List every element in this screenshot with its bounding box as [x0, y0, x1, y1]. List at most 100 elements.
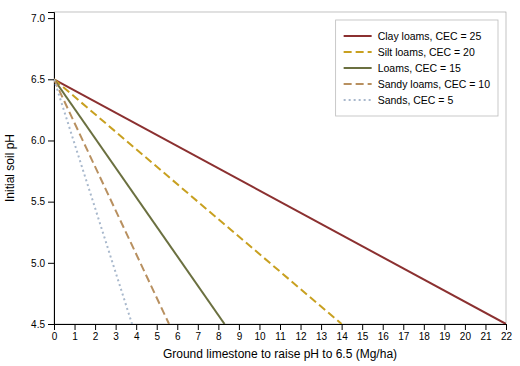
tick: 2: [93, 324, 99, 342]
tick-mark: [506, 324, 507, 330]
tick-mark: [198, 324, 199, 330]
tick-label: 17: [398, 331, 410, 342]
tick-mark: [301, 324, 302, 330]
tick-label: 9: [237, 331, 243, 342]
tick-label: 20: [460, 331, 472, 342]
tick: 5.0: [31, 258, 54, 269]
tick: 0: [52, 324, 58, 342]
legend-label: Sandy loams, CEC = 10: [378, 78, 491, 90]
legend-item: Clay loams, CEC = 25: [344, 30, 482, 42]
tick-label: 12: [295, 331, 307, 342]
tick-label: 14: [337, 331, 349, 342]
axis-line: [55, 325, 507, 331]
legend-box: [336, 20, 498, 116]
tick-label: 13: [316, 331, 328, 342]
legend-swatch: [344, 51, 372, 53]
tick-label: 6: [175, 331, 181, 342]
tick-mark: [48, 18, 54, 19]
series-line: [54, 79, 225, 324]
tick-label: 1: [72, 331, 78, 342]
tick-label: 6.5: [31, 74, 45, 85]
tick-label: 5.5: [31, 196, 45, 207]
tick-mark: [48, 202, 54, 203]
tick-mark: [48, 324, 54, 325]
tick-mark: [362, 324, 363, 330]
plot-frame: [54, 12, 506, 324]
y-axis-title: Initial soil pH: [3, 134, 17, 202]
legend-swatch: [344, 99, 372, 101]
legend-label: Loams, CEC = 15: [378, 62, 461, 74]
tick: 6: [175, 324, 181, 342]
tick-label: 15: [357, 331, 369, 342]
tick-label: 4.5: [31, 319, 45, 330]
tick-mark: [383, 324, 384, 330]
series-line: [54, 79, 342, 324]
tick: 12: [295, 324, 307, 342]
tick-label: 18: [419, 331, 431, 342]
tick: 16: [378, 324, 390, 342]
tick-mark: [342, 324, 343, 330]
legend-swatch: [344, 83, 372, 85]
legend-item: Silt loams, CEC = 20: [344, 46, 475, 58]
tick-mark: [116, 324, 117, 330]
tick-mark: [321, 324, 322, 330]
tick-mark: [218, 324, 219, 330]
tick-label: 3: [113, 331, 119, 342]
tick: 6.5: [31, 74, 54, 85]
tick: 19: [439, 324, 451, 342]
series-line: [54, 79, 169, 324]
tick: 17: [398, 324, 410, 342]
tick: 13: [316, 324, 328, 342]
tick-mark: [465, 324, 466, 330]
tick-label: 10: [254, 331, 266, 342]
tick-mark: [444, 324, 445, 330]
tick-label: 16: [378, 331, 390, 342]
tick-mark: [95, 324, 96, 330]
tick: 22: [501, 324, 513, 342]
tick-mark: [259, 324, 260, 330]
chart: 0123456789101112131415161718192021224.55…: [0, 0, 520, 366]
tick-label: 7.0: [31, 13, 45, 24]
tick: 5: [154, 324, 160, 342]
tick-label: 5: [154, 331, 160, 342]
tick: 5.5: [31, 196, 54, 207]
tick: 10: [254, 324, 266, 342]
tick: 6.0: [31, 135, 54, 146]
tick-mark: [48, 79, 54, 80]
legend-label: Silt loams, CEC = 20: [378, 46, 475, 58]
tick: 11: [275, 324, 286, 342]
tick-mark: [157, 324, 158, 330]
tick-label: 19: [439, 331, 451, 342]
tick-label: 2: [93, 331, 99, 342]
tick-label: 4: [134, 331, 140, 342]
legend-item: Sands, CEC = 5: [344, 94, 454, 106]
series-line: [54, 79, 132, 324]
legend-item: Sandy loams, CEC = 10: [344, 78, 491, 90]
tick-label: 6.0: [31, 135, 45, 146]
tick: 7.0: [31, 13, 54, 24]
legend-swatch: [344, 35, 372, 37]
tick-label: 7: [196, 331, 202, 342]
tick-label: 22: [501, 331, 513, 342]
tick: 8: [216, 324, 222, 342]
tick-label: 0: [52, 331, 58, 342]
tick: 7: [196, 324, 202, 342]
tick-mark: [136, 324, 137, 330]
tick: 9: [237, 324, 243, 342]
tick-label: 11: [275, 331, 286, 342]
tick-mark: [75, 324, 76, 330]
tick-label: 5.0: [31, 258, 45, 269]
tick: 14: [337, 324, 349, 342]
legend-swatch: [344, 67, 372, 69]
axis-line: [48, 13, 55, 325]
legend: Clay loams, CEC = 25 Silt loams, CEC = 20…: [336, 20, 498, 116]
tick-mark: [239, 324, 240, 330]
legend-label: Sands, CEC = 5: [378, 94, 454, 106]
tick: 4: [134, 324, 140, 342]
legend-label: Clay loams, CEC = 25: [378, 30, 482, 42]
tick-mark: [48, 263, 54, 264]
tick: 18: [419, 324, 431, 342]
tick: 4.5: [31, 319, 54, 330]
x-axis-title: Ground limestone to raise pH to 6.5 (Mg/…: [163, 347, 397, 361]
plot: 0123456789101112131415161718192021224.55…: [31, 12, 512, 342]
